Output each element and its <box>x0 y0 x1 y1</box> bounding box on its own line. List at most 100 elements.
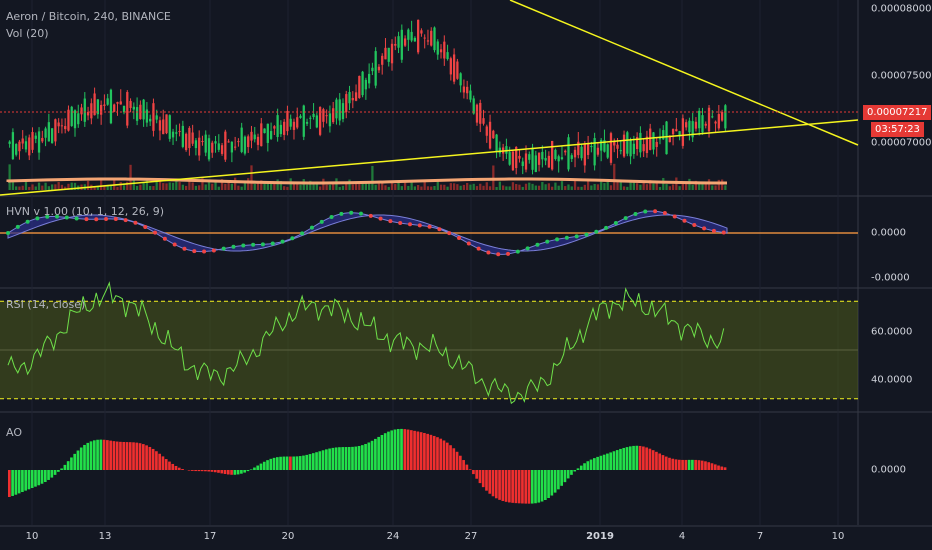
volume-bar <box>554 182 557 190</box>
ao-bar <box>635 445 639 470</box>
candle-body <box>635 137 639 150</box>
candle-body <box>250 131 253 141</box>
hvn-dot <box>192 249 197 254</box>
ao-bar <box>357 445 361 470</box>
volume-bar <box>436 181 439 190</box>
candle-body <box>531 147 534 170</box>
ao-bar <box>128 442 132 470</box>
volume-bar <box>142 182 145 190</box>
candle-body <box>34 135 37 139</box>
volume-bar <box>198 185 201 190</box>
volume-bar <box>619 181 622 190</box>
price-tick-2: 0.00007500 <box>871 70 932 82</box>
volume-bar <box>364 182 368 190</box>
hvn-dot <box>623 216 628 221</box>
hvn-dot <box>721 230 726 235</box>
candle-body <box>302 105 305 137</box>
volume-bar <box>237 185 240 190</box>
ao-bar <box>681 459 684 470</box>
volume-bar <box>678 186 681 190</box>
volume-bar <box>387 186 390 190</box>
candle-body <box>361 71 364 96</box>
ao-bar <box>125 442 129 470</box>
volume-bar <box>714 185 717 190</box>
candle-body <box>466 86 469 94</box>
volume-bar <box>132 179 135 190</box>
hvn-dot <box>241 243 246 248</box>
volume-bar <box>573 179 577 190</box>
ao-bar <box>50 470 54 478</box>
ao-bar <box>478 470 482 484</box>
ao-bar <box>485 470 488 491</box>
x-tick-24: 24 <box>386 531 400 542</box>
ao-bar <box>83 444 86 470</box>
ao-bar <box>318 451 322 470</box>
volume-bar <box>694 180 698 190</box>
hvn-dot <box>515 249 520 254</box>
x-tick-13: 13 <box>98 531 112 542</box>
hvn-dot <box>417 223 422 228</box>
candle-body <box>390 43 394 64</box>
candle-body <box>243 136 247 154</box>
volume-bar <box>452 183 456 190</box>
volume-bar <box>665 184 668 190</box>
ao-bar <box>96 439 99 470</box>
candle-body <box>449 58 452 75</box>
volume-bar <box>41 185 44 190</box>
ao-bar <box>79 447 83 470</box>
hvn-dot <box>564 235 569 240</box>
candle-body <box>371 67 374 72</box>
volume-bar <box>233 177 237 190</box>
candle-body <box>31 131 34 150</box>
ao-bar <box>155 451 158 470</box>
ao-bar <box>256 465 260 470</box>
candle-body <box>577 141 580 156</box>
candle-body <box>439 49 443 53</box>
candle-body <box>462 86 466 93</box>
candle-body <box>590 146 593 148</box>
ao-bar <box>632 445 635 470</box>
candle-body <box>433 27 436 51</box>
ao-bar <box>148 446 152 470</box>
ao-bar <box>579 465 583 470</box>
volume-bar <box>462 184 466 190</box>
candle-body <box>93 93 96 116</box>
candle-body <box>619 150 622 152</box>
ao-bar <box>671 458 675 470</box>
volume-bar <box>384 185 387 190</box>
volume-bar <box>122 185 126 190</box>
candle-body <box>99 104 103 115</box>
volume-bar <box>570 186 573 190</box>
hvn-dot <box>398 221 403 226</box>
volume-bar <box>482 185 485 190</box>
candle-body <box>364 79 368 90</box>
candle-body <box>459 73 462 86</box>
ao-bar <box>367 442 371 470</box>
candle-body <box>103 104 106 106</box>
ao-bar <box>426 433 429 470</box>
hvn-dot <box>594 229 599 234</box>
ao-bar <box>465 464 469 470</box>
volume-bar <box>586 179 590 190</box>
ao-bar <box>210 470 214 472</box>
volume-bar <box>423 180 426 190</box>
ao-bar <box>164 459 168 470</box>
volume-bar <box>635 183 639 190</box>
volume-bar <box>8 164 11 190</box>
volume-bar <box>564 186 567 190</box>
candle-body <box>665 121 668 155</box>
hvn-dot <box>711 228 716 233</box>
candle-body <box>678 131 681 137</box>
candle-body <box>283 121 286 135</box>
candle-body <box>57 122 60 127</box>
volume-bar <box>626 186 629 190</box>
hvn-dot <box>64 215 69 220</box>
ao-bar <box>655 451 658 470</box>
ao-bar <box>204 470 207 472</box>
ao-bar <box>262 461 266 470</box>
hvn-dot <box>584 232 589 237</box>
volume-bar <box>508 186 511 190</box>
volume-bar <box>655 182 658 190</box>
hvn-dot <box>574 234 579 239</box>
